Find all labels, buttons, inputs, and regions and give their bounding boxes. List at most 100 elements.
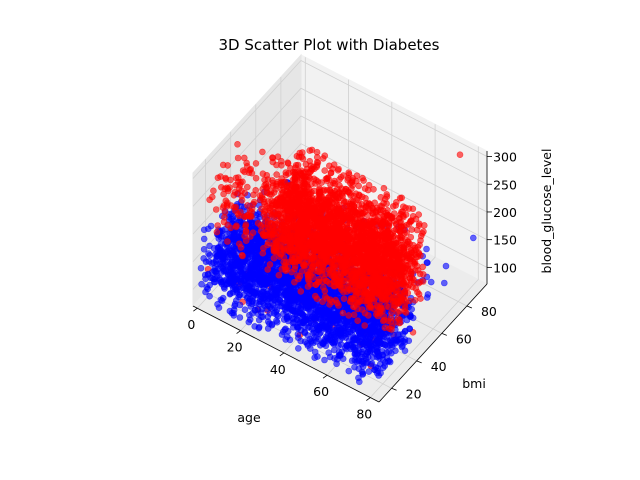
blue-point (351, 335, 358, 343)
red-point (234, 210, 242, 218)
blue-point (200, 255, 207, 262)
red-point (252, 187, 259, 194)
red-point (370, 186, 377, 193)
red-point (414, 288, 421, 296)
blue-point (381, 359, 389, 366)
blue-point (205, 225, 212, 233)
blue-point (309, 339, 317, 347)
z-grid-line (192, 115, 488, 235)
red-point (258, 205, 265, 213)
red-point (266, 261, 274, 268)
red-point (380, 184, 388, 192)
blue-point (345, 367, 353, 375)
blue-point (368, 331, 375, 339)
blue-point (367, 360, 375, 368)
red-point (270, 254, 278, 262)
blue-point (300, 317, 307, 325)
red-point (356, 192, 363, 199)
red-point (330, 161, 338, 168)
blue-point (427, 278, 435, 286)
blue-point (198, 280, 205, 288)
blue-point (442, 262, 450, 270)
blue-point (200, 246, 208, 253)
blue-point (353, 350, 361, 358)
blue-point (271, 296, 279, 303)
blue-point (219, 294, 227, 302)
red-point (407, 217, 415, 224)
blue-point (258, 305, 266, 313)
blue-point (246, 311, 253, 319)
red-point (302, 161, 310, 168)
blue-point (392, 347, 399, 355)
red-point (383, 191, 391, 198)
red-point (241, 154, 248, 162)
red-point (259, 249, 267, 257)
blue-point (408, 305, 416, 313)
red-point (232, 174, 240, 182)
red-point (259, 170, 267, 177)
red-point (243, 228, 250, 235)
blue-point (275, 290, 282, 298)
blue-point (244, 273, 252, 281)
blue-point (376, 354, 383, 362)
blue-point (339, 355, 347, 363)
red-point (380, 199, 387, 207)
blue-point (262, 281, 270, 288)
blue-point (291, 310, 299, 318)
red-point (252, 174, 260, 182)
red-point (273, 171, 281, 178)
red-point (419, 278, 427, 285)
blue-point (309, 313, 317, 321)
red-point (269, 154, 276, 161)
blue-point (330, 340, 338, 348)
red-point (377, 194, 385, 201)
red-point (361, 322, 369, 329)
chart-title: 3D Scatter Plot with Diabetes (219, 36, 440, 54)
red-point (222, 176, 230, 183)
blue-point (206, 252, 214, 259)
x-axis-line (192, 305, 380, 403)
red-point (319, 155, 327, 162)
blue-point (251, 259, 259, 267)
blue-point (349, 326, 357, 334)
red-point (312, 180, 319, 187)
blue-point (304, 332, 312, 339)
blue-point (264, 298, 271, 306)
blue-point (374, 324, 382, 331)
blue-point (383, 349, 390, 356)
blue-point (294, 324, 302, 331)
red-point (308, 146, 316, 154)
red-point (297, 288, 305, 295)
red-point (234, 141, 241, 148)
red-point (244, 183, 251, 191)
red-point (387, 314, 395, 322)
red-point (359, 174, 366, 182)
blue-point (386, 337, 394, 344)
blue-point (243, 294, 251, 302)
red-point (354, 317, 362, 325)
red-point (340, 295, 348, 303)
x-grid-line (370, 146, 479, 398)
blue-point (365, 368, 373, 375)
blue-point (262, 272, 270, 279)
red-point (210, 187, 217, 195)
blue-point (383, 342, 391, 350)
blue-point (440, 279, 448, 287)
blue-point (294, 298, 302, 305)
blue-point (320, 309, 328, 317)
red-point (209, 193, 216, 201)
red-point (379, 317, 387, 325)
blue-point (270, 285, 277, 292)
red-point (220, 218, 228, 226)
blue-point (221, 285, 228, 292)
blue-point (368, 346, 375, 353)
red-point (273, 182, 280, 190)
red-point (361, 185, 369, 192)
blue-point (251, 323, 258, 330)
blue-point (369, 353, 377, 361)
red-point (214, 174, 222, 182)
blue-point (374, 331, 381, 339)
blue-point (423, 294, 431, 301)
blue-point (294, 345, 302, 352)
blue-point (281, 273, 289, 281)
